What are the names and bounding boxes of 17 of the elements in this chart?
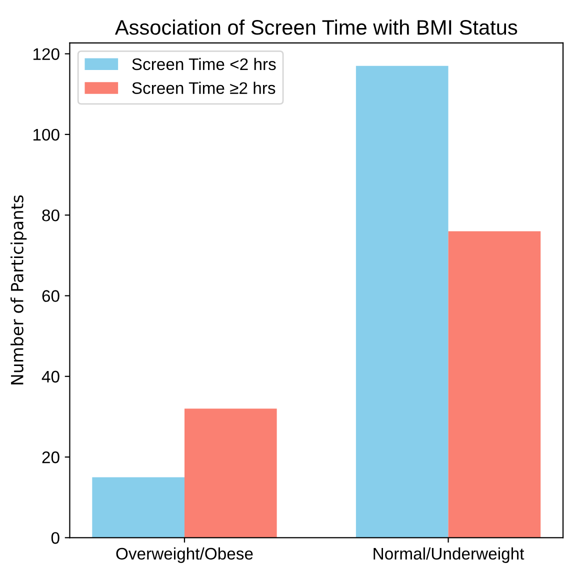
y-tick-label: 20 — [42, 451, 60, 464]
legend-label: Screen Time <2 hrs — [132, 58, 276, 70]
y-tick-label: 100 — [33, 128, 60, 141]
bar — [92, 477, 184, 538]
y-tick-label: 0 — [51, 532, 60, 544]
x-tick-label: Overweight/Obese — [116, 547, 253, 563]
bar — [356, 66, 448, 538]
x-tick-label: Normal/Underweight — [374, 547, 524, 563]
y-tick-label: 40 — [42, 370, 60, 383]
y-tick-label: 80 — [42, 209, 60, 222]
y-tick-label: 120 — [33, 48, 60, 60]
y-axis-title: Number of Participants — [10, 195, 27, 384]
bar — [184, 408, 277, 538]
bar — [448, 231, 541, 538]
chart-title: Association of Screen Time with BMI Status — [114, 19, 518, 35]
y-tick-label: 60 — [42, 290, 60, 302]
legend-label: Screen Time ≥2 hrs — [132, 82, 276, 94]
